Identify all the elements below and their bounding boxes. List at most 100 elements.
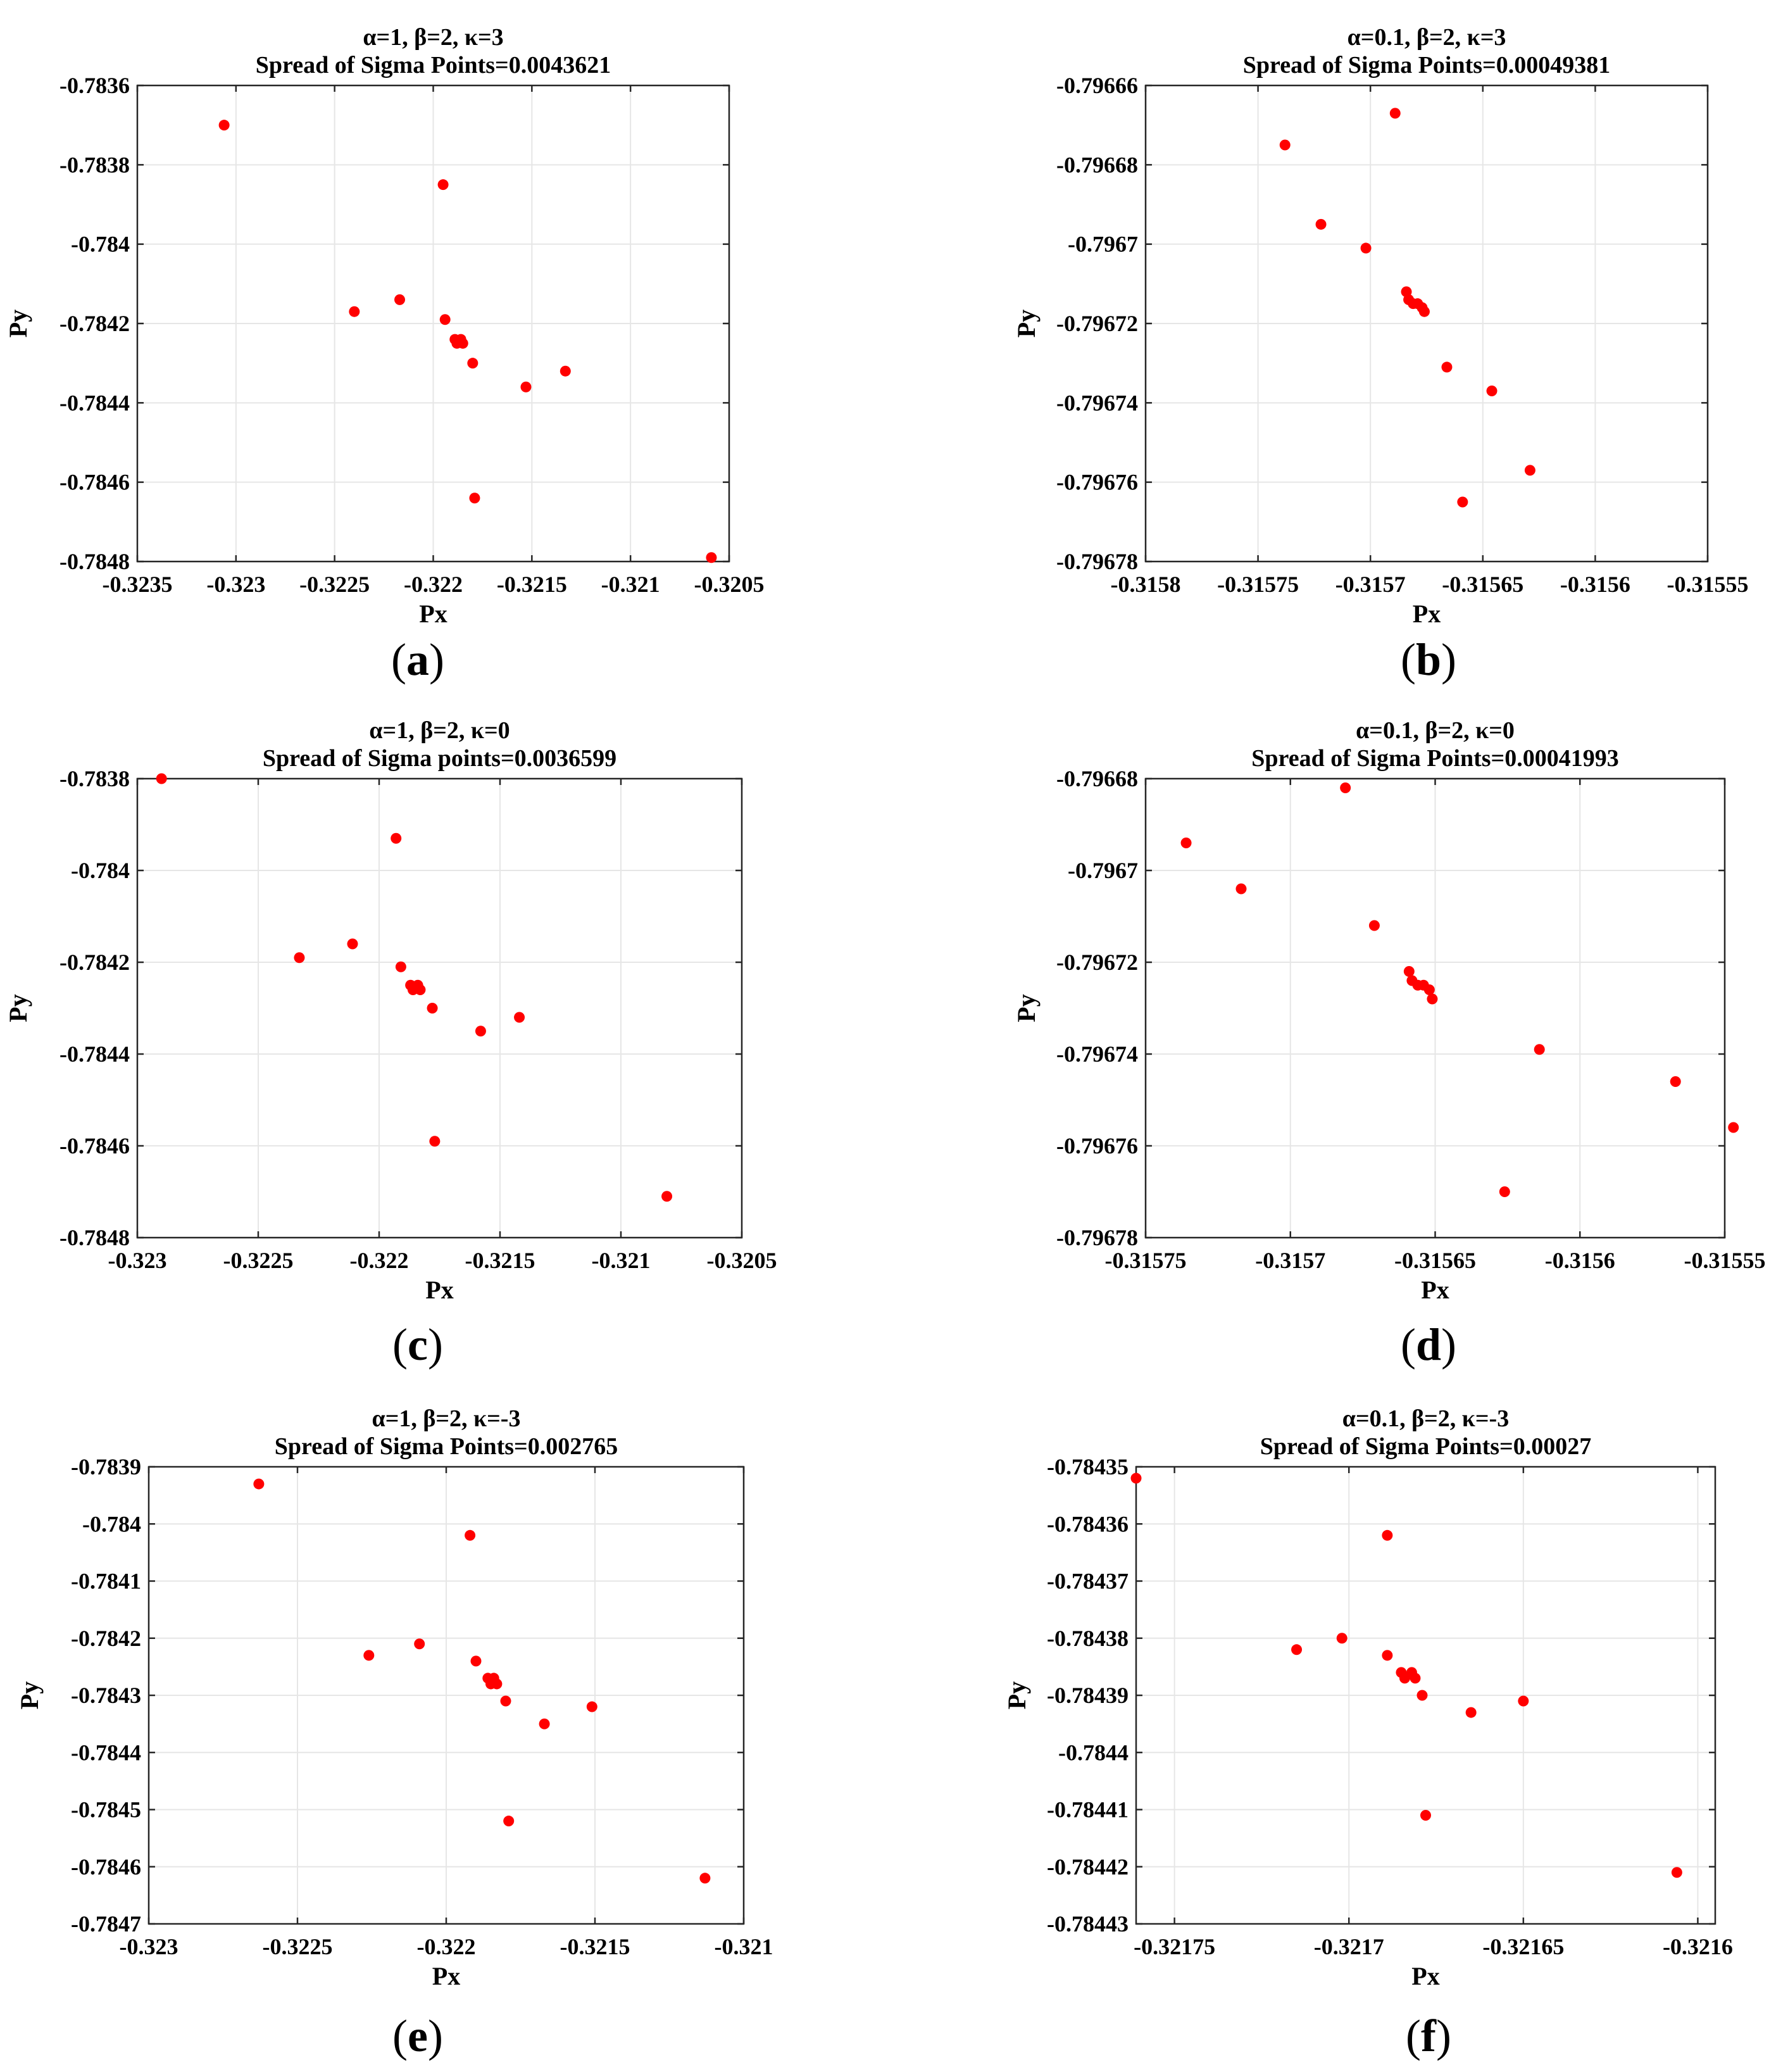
scatter-panel-a: -0.3235 -0.323 -0.3225 -0.322 -0.3215 -0.321 -… [4,24,765,685]
sigma-point [1340,782,1351,793]
sigma-point [1389,108,1401,119]
sigma-point [429,1136,441,1147]
panel-caption-letter: f [1421,2011,1437,2061]
y-tick-label: -0.7843 [71,1683,141,1708]
y-tick-label: -0.78443 [1047,1911,1129,1937]
y-tick-label: -0.78441 [1047,1797,1129,1823]
y-tick-label: -0.7846 [59,1133,130,1158]
x-tick-label: -0.31565 [1442,572,1523,597]
sigma-point [437,179,449,191]
x-tick-label: -0.3205 [707,1248,777,1273]
sigma-point [1180,838,1192,848]
y-tick-label: -0.7848 [59,549,130,574]
x-tick-label: -0.3215 [497,572,567,597]
sigma-point [514,1012,525,1023]
x-tick-label: -0.3156 [1545,1248,1615,1273]
y-tick-label: -0.7967 [1068,858,1138,883]
sigma-point [1427,993,1438,1005]
sigma-point [414,1638,425,1650]
y-tick-label: -0.7967 [1068,232,1138,257]
sigma-point [363,1650,375,1661]
sigma-point [1441,361,1453,373]
sigma-point [470,1655,482,1667]
sigma-point [491,1678,503,1690]
sigma-point [1423,984,1435,995]
sigma-point [1315,218,1327,230]
sigma-point [467,358,478,369]
y-tick-label: -0.79666 [1056,73,1138,98]
sigma-point [1279,139,1291,151]
sigma-point [1418,306,1430,317]
chart-title-params: α=0.1, β=2, κ=0 [1356,717,1515,744]
y-tick-label: -0.7844 [59,1041,130,1067]
x-tick-label: -0.3216 [1663,1934,1733,1959]
sigma-point [218,120,230,131]
sigma-point [1130,1472,1142,1484]
x-axis-label: Px [425,1276,453,1304]
y-tick-label: -0.7841 [71,1569,141,1594]
y-axis-label: Py [1012,310,1041,337]
x-tick-label: -0.32175 [1134,1934,1215,1959]
x-tick-label: -0.3215 [560,1934,630,1959]
sigma-point [539,1718,550,1730]
y-tick-label: -0.78436 [1047,1511,1129,1536]
sigma-point [560,365,571,377]
x-tick-label: -0.323 [206,572,265,597]
chart-title-spread: Spread of Sigma Points=0.00027 [1260,1433,1591,1460]
sigma-point [1382,1650,1393,1661]
sigma-point [1420,1810,1431,1821]
sigma-point [1518,1695,1529,1707]
sigma-point [469,493,480,504]
y-tick-label: -0.7846 [71,1854,141,1880]
y-tick-label: -0.79674 [1056,390,1138,415]
x-tick-label: -0.323 [108,1248,167,1273]
x-tick-label: -0.322 [350,1248,409,1273]
sigma-point [699,1873,711,1884]
scatter-panel-d: -0.31575 -0.3157 -0.31565 -0.3156 -0.31555 -0… [1012,717,1766,1370]
y-tick-label: -0.784 [71,858,130,883]
y-tick-label: -0.7839 [71,1454,141,1479]
y-tick-label: -0.7844 [59,390,130,415]
panel-caption-letter: e [408,2011,428,2061]
sigma-point [1534,1044,1545,1055]
sigma-point [253,1478,265,1490]
axes-frame [136,777,743,1239]
x-tick-label: -0.3217 [1314,1934,1384,1959]
y-tick-label: -0.784 [71,232,130,257]
sigma-point [500,1695,511,1707]
y-tick-label: -0.7842 [71,1626,141,1651]
x-tick-label: -0.321 [592,1248,651,1273]
chart-title-spread: Spread of Sigma Points=0.00049381 [1243,52,1610,78]
sigma-point [391,832,402,844]
y-tick-label: -0.79676 [1056,1133,1138,1158]
y-tick-label: -0.79668 [1056,766,1138,791]
y-axis-label: Py [15,1681,44,1709]
x-axis-label: Px [419,600,447,628]
sigma-point [427,1003,438,1014]
x-tick-label: -0.32165 [1482,1934,1564,1959]
y-axis-label: Py [1003,1681,1031,1709]
y-tick-label: -0.7844 [71,1740,141,1765]
sigma-point [439,314,451,325]
y-tick-label: -0.79672 [1056,950,1138,975]
sigma-point [347,938,358,950]
scatter-panel-f: -0.32175 -0.3217 -0.32165 -0.3216 -0.78443 -0… [1003,1405,1733,2061]
plot-area [137,779,742,1238]
y-tick-label: -0.7838 [59,766,130,791]
x-tick-label: -0.31575 [1217,572,1299,597]
sigma-point [1671,1867,1682,1878]
y-axis-label: Py [4,310,32,337]
x-tick-label: -0.3157 [1335,572,1406,597]
sigma-point [1336,1633,1348,1644]
x-tick-label: -0.31575 [1105,1248,1187,1273]
panel-caption: (e) [392,2011,443,2061]
sigma-point [1360,242,1372,254]
y-tick-label: -0.78442 [1047,1854,1129,1880]
scatter-panel-e: -0.323 -0.3225 -0.322 -0.3215 -0.321 -0.7847 -… [15,1405,773,2061]
x-tick-label: -0.322 [417,1934,476,1959]
sigma-point [465,1529,476,1541]
sigma-point [1499,1186,1510,1197]
sigma-point [1486,386,1498,397]
